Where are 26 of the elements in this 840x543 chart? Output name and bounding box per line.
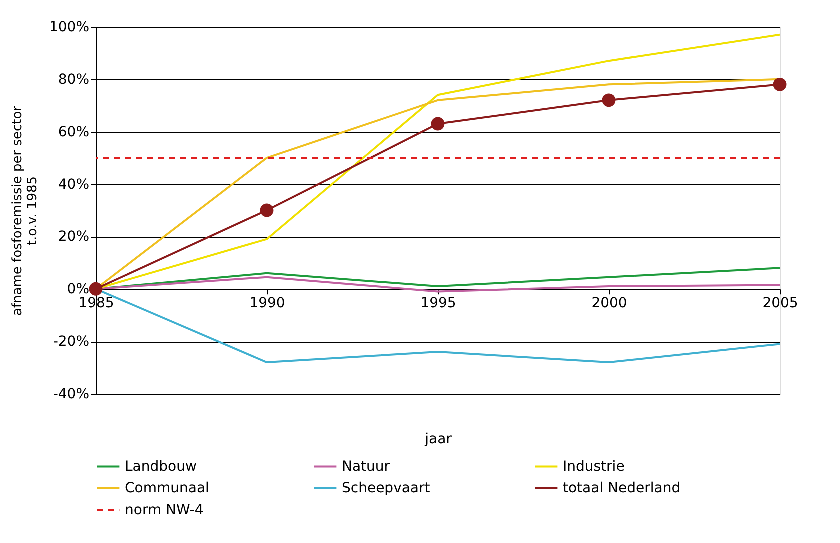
point [260,204,274,218]
y-axis-title: afname fosforemissie per sector t.o.v. 1985 [10,105,40,316]
y-tick-label: 0% [67,282,90,298]
x-axis-title: jaar [424,432,452,448]
legend-label: Communaal [125,480,210,496]
legend-label: Natuur [342,458,390,475]
x-tick-label: 2000 [592,296,628,312]
legend-label: Landbouw [125,458,197,475]
legend-label: Industrie [563,458,625,475]
point [431,117,445,131]
x-tick-label: 1990 [250,296,286,312]
point [602,94,616,108]
y-tick-label: 40% [58,176,90,193]
y-tick-label: 60% [58,124,90,140]
x-tick-label: 1995 [420,296,456,312]
point [773,78,787,92]
y-tick-label: 20% [58,229,90,246]
legend-label: norm NW-4 [125,502,204,518]
y-tick-label: -20% [53,334,90,350]
legend-label: totaal Nederland [563,480,681,496]
y-tick-label: 80% [58,72,90,88]
point [89,282,103,296]
legend-label: Scheepvaart [342,480,431,496]
y-tick-label: -40% [53,386,90,402]
y-tick-label: 100% [49,20,90,36]
x-tick-label: 2005 [762,296,798,312]
